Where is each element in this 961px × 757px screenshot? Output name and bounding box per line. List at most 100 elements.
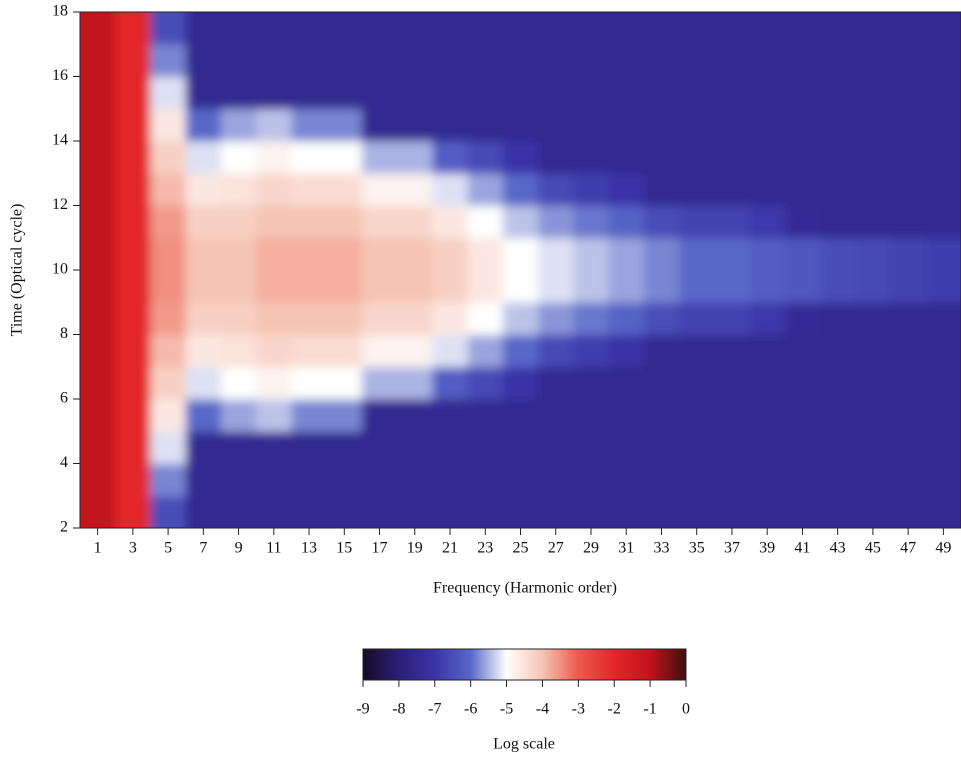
heatmap-cell (820, 205, 856, 239)
heatmap-cell (397, 205, 433, 239)
heatmap-cell (256, 366, 292, 400)
heatmap-cell (397, 302, 433, 335)
heatmap-cell (80, 302, 116, 335)
heatmap-cell (361, 399, 398, 432)
heatmap-cell (150, 205, 187, 239)
heatmap-cell (150, 431, 187, 464)
heatmap-cell (432, 173, 469, 206)
heatmap-cell (291, 302, 328, 335)
heatmap-cell (326, 302, 363, 335)
heatmap-cell (115, 302, 151, 335)
x-tick-label: 13 (301, 540, 317, 557)
heatmap-cell (397, 44, 433, 77)
heatmap-cell (361, 334, 398, 368)
heatmap-cell (573, 141, 610, 174)
heatmap-cell (538, 44, 574, 77)
heatmap-cell (608, 399, 645, 432)
heatmap-cell (115, 108, 151, 142)
heatmap-cell (573, 399, 610, 432)
x-tick-label: 37 (724, 540, 740, 557)
heatmap-cell (467, 463, 504, 497)
heatmap-cell (361, 108, 398, 142)
heatmap-cell (714, 237, 751, 271)
heatmap-cell (820, 366, 856, 400)
heatmap-cell (291, 108, 328, 142)
heatmap-cell (80, 334, 116, 368)
heatmap-cell (820, 141, 856, 174)
heatmap-cell (608, 237, 645, 271)
heatmap-cell (890, 366, 927, 400)
heatmap-cell (925, 205, 961, 239)
heatmap-cell (855, 205, 892, 239)
heatmap-cell (80, 463, 116, 497)
heatmap-cell (150, 334, 187, 368)
heatmap-cell (185, 463, 222, 497)
heatmap-cell (467, 334, 504, 368)
heatmap-cell (502, 399, 539, 432)
heatmap-cell (573, 302, 610, 335)
heatmap-cell (80, 495, 116, 528)
heatmap-cell (643, 463, 680, 497)
y-tick-label: 6 (60, 390, 68, 407)
heatmap-cell (150, 141, 187, 174)
heatmap-cell (890, 399, 927, 432)
x-tick-label: 11 (266, 540, 281, 557)
x-tick-label: 47 (900, 540, 916, 557)
heatmap-cell (80, 44, 116, 77)
colorbar-tick-label: -2 (608, 701, 621, 718)
heatmap-cell (643, 334, 680, 368)
heatmap-cell (397, 399, 433, 432)
heatmap-cell (256, 302, 292, 335)
heatmap-cell (679, 366, 715, 400)
heatmap-cell (749, 108, 786, 142)
heatmap-cell (643, 108, 680, 142)
heatmap-cell (256, 399, 292, 432)
heatmap-cell (150, 44, 187, 77)
x-tick-label: 41 (794, 540, 810, 557)
heatmap-cell (326, 76, 363, 110)
heatmap-cell (643, 173, 680, 206)
colorbar-tick-label: -1 (643, 701, 656, 718)
y-tick-label: 12 (52, 196, 68, 213)
heatmap-cell (150, 76, 187, 110)
heatmap-cell (80, 76, 116, 110)
heatmap-cell (855, 431, 892, 464)
heatmap-cell (220, 12, 257, 45)
heatmap-cell (80, 237, 116, 271)
heatmap-cell (256, 76, 292, 110)
heatmap-cell (502, 463, 539, 497)
heatmap-cell (80, 366, 116, 400)
heatmap-cell (855, 302, 892, 335)
heatmap-cell (256, 108, 292, 142)
heatmap-cell (256, 12, 292, 45)
heatmap-cell (714, 173, 751, 206)
heatmap-cell (185, 334, 222, 368)
heatmap-cell (502, 173, 539, 206)
heatmap-cell (326, 237, 363, 271)
heatmap-cell (538, 141, 574, 174)
heatmap-cell (256, 334, 292, 368)
heatmap-cell (643, 431, 680, 464)
heatmap-cell (538, 399, 574, 432)
heatmap-cell (608, 495, 645, 528)
heatmap-cell (115, 431, 151, 464)
heatmap-cell (291, 334, 328, 368)
heatmap-cell (890, 495, 927, 528)
heatmap-cell (855, 463, 892, 497)
heatmap-cell (256, 431, 292, 464)
heatmap-cell (80, 399, 116, 432)
heatmap-cell (220, 495, 257, 528)
heatmap-cell (291, 366, 328, 400)
heatmap-cell (361, 463, 398, 497)
heatmap-cell (714, 76, 751, 110)
heatmap-cell (397, 12, 433, 45)
heatmap-cell (784, 12, 821, 45)
heatmap-cell (890, 237, 927, 271)
colorbar-tick-label: -8 (392, 701, 405, 718)
heatmap-cell (397, 237, 433, 271)
heatmap-cell (150, 12, 187, 45)
heatmap-cell (890, 108, 927, 142)
heatmap-cell (432, 12, 469, 45)
heatmap-cell (643, 366, 680, 400)
heatmap-cell (784, 173, 821, 206)
